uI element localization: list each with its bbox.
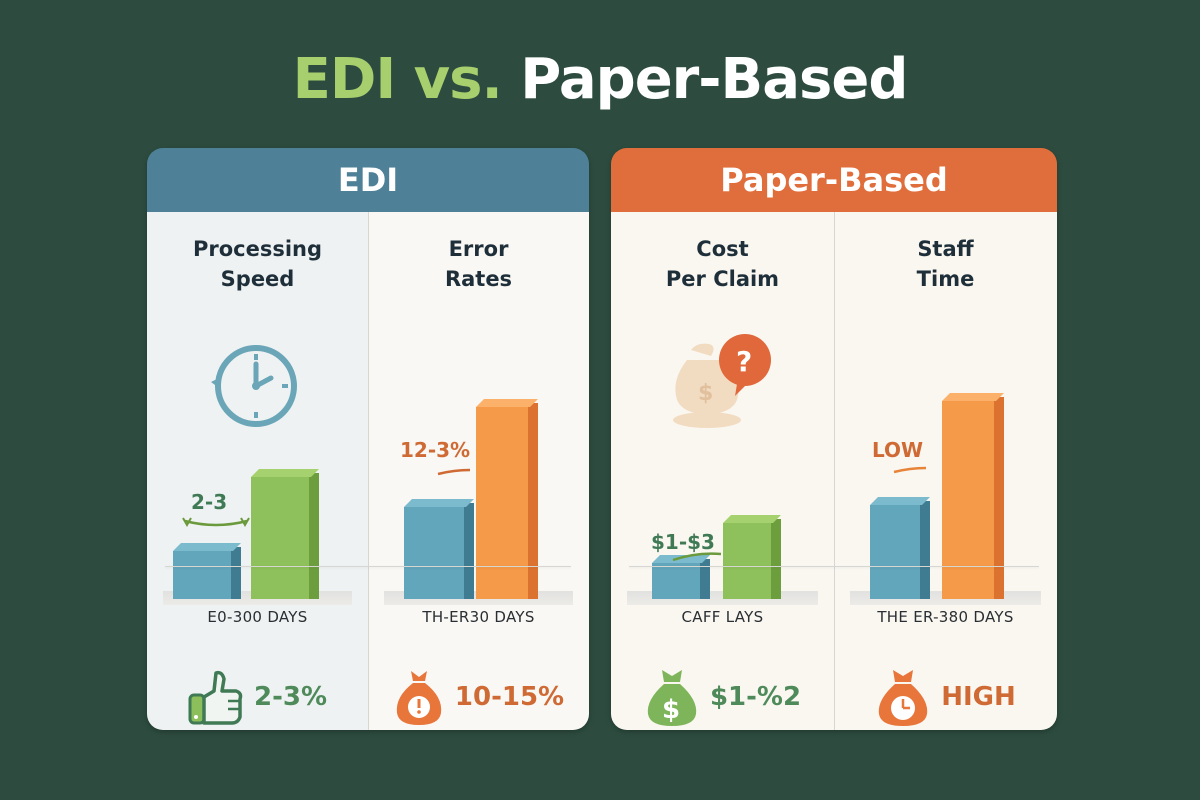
bar-annotation: $1-$3	[651, 530, 715, 554]
staff-time-stat: HIGH	[834, 662, 1057, 730]
svg-text:?: ?	[736, 345, 752, 378]
processing-speed-column: Processing Speed	[147, 212, 368, 730]
svg-text:$: $	[662, 695, 680, 725]
paper-bar	[476, 399, 538, 599]
processing-speed-stat: 2-3%	[147, 662, 368, 730]
staff-time-column: Staff Time LOW THE ER-380 DAYS	[834, 212, 1057, 730]
processing-speed-bar-chart: 2-3	[163, 440, 352, 605]
cost-per-claim-title: Cost Per Claim	[665, 237, 780, 291]
stat-value: 2-3%	[253, 682, 328, 712]
axis-label: E0-300 DAYS	[207, 608, 308, 626]
edi-panel-header: EDI	[147, 148, 589, 212]
edi-bar	[870, 497, 930, 599]
page-title: EDI vs. Paper-Based	[0, 40, 1200, 120]
row-divider	[629, 566, 1039, 567]
staff-time-title: Staff Time	[916, 237, 975, 291]
paper-based-panel: Paper-Based Cost Per Claim $ ?	[611, 148, 1057, 730]
edi-bar	[652, 555, 710, 599]
paper-bar	[723, 515, 781, 599]
error-rates-bar-chart: 12-3%	[384, 308, 573, 605]
thumbs-up-icon	[188, 670, 243, 725]
edi-bar	[173, 543, 241, 599]
clock-icon	[147, 332, 368, 442]
column-divider	[834, 212, 835, 730]
axis-label: THE ER-380 DAYS	[877, 608, 1014, 626]
title-paper-based: Paper-Based	[520, 47, 908, 112]
stat-value: $1-%2	[709, 682, 802, 712]
stat-value: 10-15%	[454, 682, 565, 712]
axis-label: TH-ER30 DAYS	[422, 608, 535, 626]
error-rates-stat: 10-15%	[368, 662, 589, 730]
edi-panel: EDI Processing Speed	[147, 148, 589, 730]
cost-per-claim-bar-chart: $1-$3	[627, 440, 818, 605]
error-rates-column: Error Rates 12-3% TH-ER30 DAYS	[368, 212, 589, 730]
money-bag-dollar-icon: $	[647, 670, 697, 726]
cost-per-claim-stat: $ $1-%2	[611, 662, 834, 730]
axis-label: CAFF LAYS	[681, 608, 764, 626]
error-rates-title: Error Rates	[444, 237, 513, 291]
processing-speed-title: Processing Speed	[192, 237, 323, 291]
bar-annotation: LOW	[872, 438, 924, 462]
annotation-arrow-icon	[893, 466, 927, 474]
annotation-arrow-icon	[437, 468, 471, 476]
money-bag-clock-icon	[879, 670, 928, 726]
bar-annotation: 2-3	[191, 490, 228, 514]
bar-annotation: 12-3%	[400, 438, 471, 462]
paper-bar	[251, 469, 319, 599]
annotation-arrow-icon	[672, 552, 722, 562]
edi-bar	[404, 499, 474, 599]
column-divider	[368, 212, 369, 730]
stat-value: HIGH	[941, 682, 1016, 712]
svg-text:$: $	[698, 381, 713, 406]
row-divider	[165, 566, 571, 567]
money-bag-alert-icon	[396, 671, 442, 725]
paper-based-panel-header: Paper-Based	[611, 148, 1057, 212]
cost-per-claim-column: Cost Per Claim $ ?	[611, 212, 834, 730]
staff-time-bar-chart: LOW	[850, 308, 1041, 605]
money-bag-question-icon: $ ?	[611, 330, 834, 440]
annotation-arrow-icon	[182, 517, 250, 528]
paper-bar	[942, 393, 1004, 599]
title-edi-vs: EDI vs.	[292, 47, 503, 112]
